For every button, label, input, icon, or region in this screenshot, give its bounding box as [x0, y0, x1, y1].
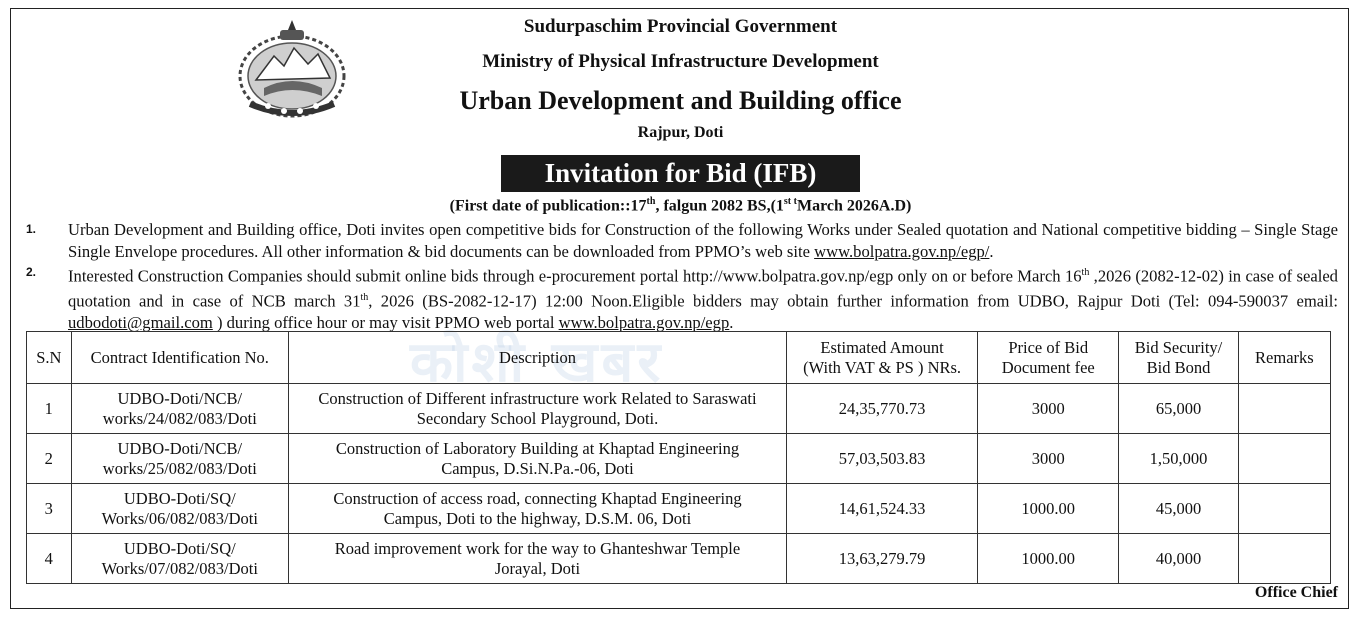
cell-amount: 14,61,524.33: [785, 483, 979, 534]
email-link[interactable]: udbodoti@gmail.com: [68, 313, 213, 333]
cell-sn: 2: [26, 433, 72, 484]
cell-remarks: [1237, 533, 1332, 584]
table-row: 1 UDBO-Doti/NCB/works/24/082/083/Doti Co…: [26, 383, 1332, 434]
cell-sn: 3: [26, 483, 72, 534]
ministry-heading: Ministry of Physical Infrastructure Deve…: [482, 51, 879, 72]
header-sn: S.N: [26, 331, 72, 384]
cell-security: 1,50,000: [1118, 433, 1239, 484]
cell-description: Construction of access road, connecting …: [288, 483, 787, 534]
table-header-row: S.N Contract Identification No. Descript…: [26, 331, 1332, 384]
cell-security: 40,000: [1118, 533, 1239, 584]
cell-fee: 1000.00: [977, 533, 1120, 584]
cell-fee: 3000: [977, 433, 1120, 484]
notice-title: Invitation for Bid (IFB): [501, 155, 860, 192]
header-bid-security: Bid Security/Bid Bond: [1118, 331, 1239, 384]
paragraph-2: 2. Interested Construction Companies sho…: [26, 262, 1338, 334]
cell-contract-id: UDBO-Doti/NCB/works/24/082/083/Doti: [70, 383, 290, 434]
ppmo-portal-link[interactable]: www.bolpatra.gov.np/egp: [558, 313, 730, 333]
header-contract-id: Contract Identification No.: [70, 331, 290, 384]
header-description: Description: [288, 331, 787, 384]
cell-security: 65,000: [1118, 383, 1239, 434]
cell-remarks: [1237, 483, 1332, 534]
cell-fee: 3000: [977, 383, 1120, 434]
nepal-government-emblem-icon: [238, 20, 346, 118]
cell-description: Construction of Different infrastructure…: [288, 383, 787, 434]
cell-amount: 57,03,503.83: [785, 433, 979, 484]
office-chief-signature: Office Chief: [1254, 584, 1338, 601]
cell-contract-id: UDBO-Doti/NCB/works/25/082/083/Doti: [70, 433, 290, 484]
header-estimated-amount: Estimated Amount (With VAT & PS ) NRs.: [785, 331, 979, 384]
cell-description: Road improvement work for the way to Gha…: [288, 533, 787, 584]
cell-remarks: [1237, 383, 1332, 434]
provincial-government-heading: Sudurpaschim Provincial Government: [523, 16, 838, 37]
table-row: 3 UDBO-Doti/SQ/Works/06/082/083/Doti Con…: [26, 483, 1332, 534]
cell-security: 45,000: [1118, 483, 1239, 534]
header-document-fee: Price of Bid Document fee: [977, 331, 1120, 384]
table-row: 2 UDBO-Doti/NCB/works/25/082/083/Doti Co…: [26, 433, 1332, 484]
cell-fee: 1000.00: [977, 483, 1120, 534]
cell-amount: 24,35,770.73: [785, 383, 979, 434]
bids-table: S.N Contract Identification No. Descript…: [26, 331, 1332, 584]
paragraph-number: 2.: [26, 265, 37, 279]
paragraph-number: 1.: [26, 222, 37, 236]
cell-sn: 4: [26, 533, 72, 584]
cell-sn: 1: [26, 383, 72, 434]
cell-remarks: [1237, 433, 1332, 484]
bolpatra-link[interactable]: www.bolpatra.gov.np/egp/: [814, 241, 990, 261]
cell-description: Construction of Laboratory Building at K…: [288, 433, 787, 484]
table-row: 4 UDBO-Doti/SQ/Works/07/082/083/Doti Roa…: [26, 533, 1332, 584]
header-remarks: Remarks: [1237, 331, 1332, 384]
cell-amount: 13,63,279.79: [785, 533, 979, 584]
office-location: Rajpur, Doti: [637, 124, 724, 141]
cell-contract-id: UDBO-Doti/SQ/Works/07/082/083/Doti: [70, 533, 290, 584]
publication-date: (First date of publication::17th, falgun…: [449, 196, 912, 215]
notice-frame: [10, 8, 1349, 609]
cell-contract-id: UDBO-Doti/SQ/Works/06/082/083/Doti: [70, 483, 290, 534]
paragraph-1: 1. Urban Development and Building office…: [26, 220, 1338, 261]
office-heading: Urban Development and Building office: [459, 86, 902, 115]
